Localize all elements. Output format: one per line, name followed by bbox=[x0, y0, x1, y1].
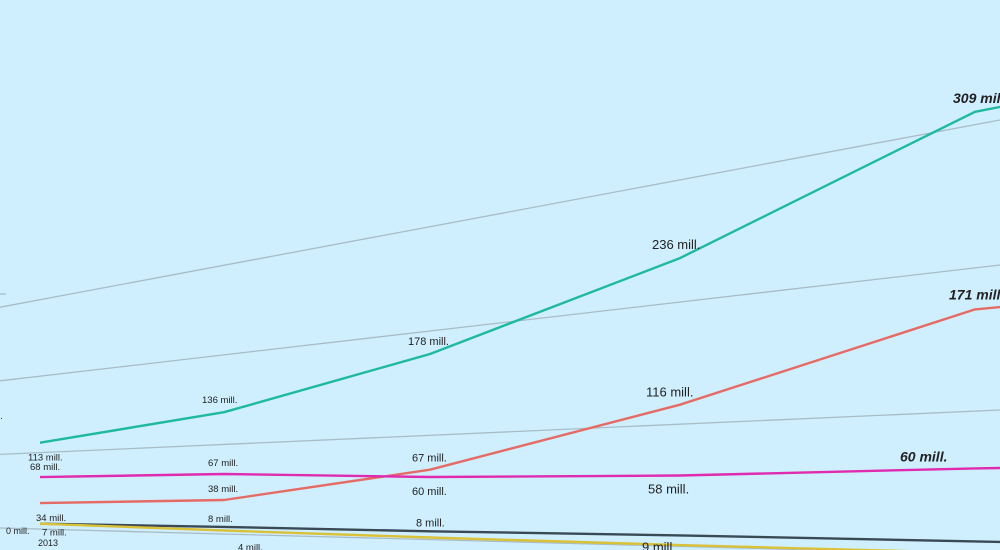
data-label: 7 mill. bbox=[42, 528, 67, 539]
gridline bbox=[0, 264, 1000, 382]
data-label: 4 mill. bbox=[238, 542, 263, 550]
data-label: 8 mill. bbox=[416, 517, 445, 529]
data-label: 9 mill. bbox=[642, 539, 676, 550]
data-label: 58 mill. bbox=[648, 482, 689, 497]
gridline bbox=[0, 409, 1000, 456]
series-line bbox=[39, 522, 1000, 544]
series-line bbox=[39, 522, 911, 550]
series-line bbox=[39, 305, 1000, 505]
data-label: 67 mill. bbox=[412, 453, 447, 465]
gridline bbox=[0, 119, 1000, 308]
data-label-cropped: mill. bbox=[0, 411, 3, 422]
data-label: 38 mill. bbox=[208, 484, 238, 495]
data-label: 178 mill. bbox=[408, 336, 449, 348]
x-tick-label: 2013 bbox=[38, 538, 58, 548]
gridline bbox=[0, 527, 839, 550]
data-label: 34 mill. bbox=[36, 513, 66, 524]
data-label: 60 mill. bbox=[412, 486, 447, 498]
data-label: 136 mill. bbox=[202, 395, 237, 406]
data-label: 60 mill. bbox=[900, 448, 947, 464]
series-line bbox=[39, 466, 1000, 479]
data-label: 67 mill. bbox=[208, 458, 238, 469]
data-label: 236 mill. bbox=[652, 237, 700, 252]
series-line bbox=[39, 105, 1000, 444]
data-label: 116 mill. bbox=[646, 385, 693, 400]
data-label: 113 mill. bbox=[28, 453, 63, 464]
data-label: 171 mill. bbox=[949, 286, 1000, 302]
data-label: 68 mill. bbox=[30, 462, 60, 473]
y-tick-label: 0 mill. bbox=[6, 526, 30, 536]
data-label: 8 mill. bbox=[208, 514, 233, 525]
data-label: 309 mill. bbox=[953, 90, 1000, 106]
